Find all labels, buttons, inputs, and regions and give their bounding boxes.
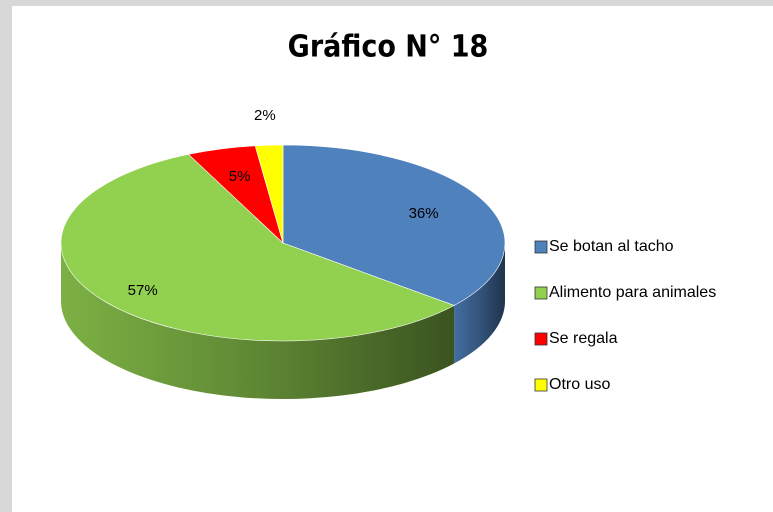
legend-swatch [534, 240, 548, 254]
legend-label: Alimento para animales [549, 284, 716, 301]
slice [282, 144, 506, 306]
legend-label: Se regala [549, 330, 618, 347]
data-label: 57% [128, 282, 158, 299]
chart-title: Gráfico N° 18 [288, 30, 489, 65]
slice [254, 144, 284, 244]
slice-side-shade [61, 243, 455, 399]
legend-swatch [534, 286, 548, 300]
legend-label: Se botan al tacho [549, 238, 674, 255]
slice-side-shade [454, 243, 505, 364]
data-label: 2% [254, 107, 276, 124]
legend-label: Otro uso [549, 376, 610, 393]
legend-swatch [534, 332, 548, 346]
data-label: 5% [229, 168, 251, 185]
slice [60, 154, 455, 342]
data-label: 36% [409, 205, 439, 222]
legend-swatch [534, 378, 548, 392]
